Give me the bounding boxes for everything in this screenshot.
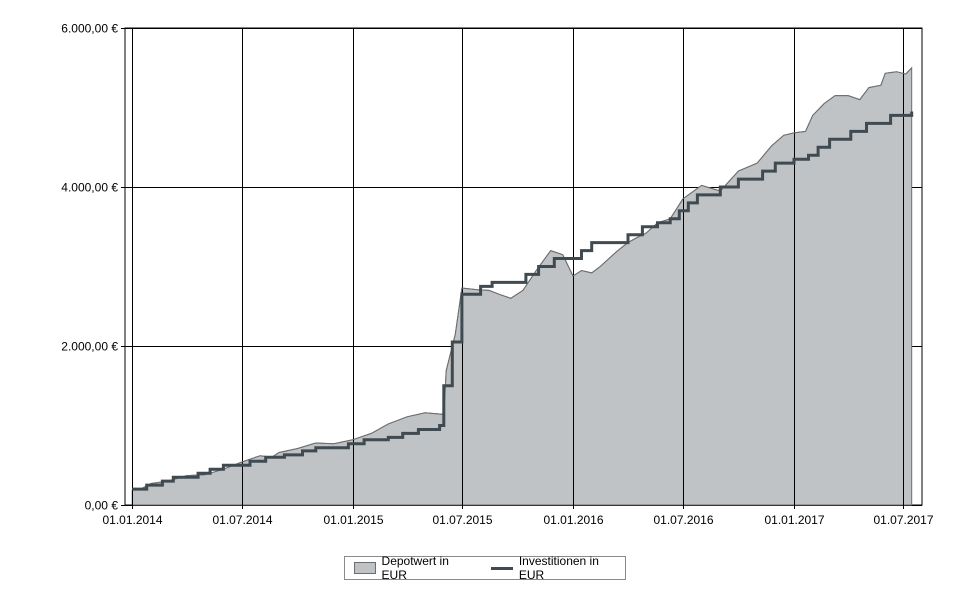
legend-swatch-line <box>491 566 513 570</box>
legend-swatch-area <box>354 562 376 574</box>
depotwert-outline <box>132 67 913 491</box>
y-tick-label: 4.000,00 € <box>61 181 118 195</box>
y-tick-label: 2.000,00 € <box>61 340 118 354</box>
y-tick-label: 0,00 € <box>85 499 119 513</box>
legend-label-depotwert: Depotwert in EUR <box>381 554 449 582</box>
y-tick-label: 6.000,00 € <box>61 22 118 36</box>
x-tick-label: 01.01.2017 <box>764 513 824 527</box>
x-tick-label: 01.01.2015 <box>323 513 383 527</box>
x-tick-label: 01.07.2017 <box>873 513 933 527</box>
x-tick-label: 01.07.2014 <box>212 513 272 527</box>
legend-label-investitionen: Investitionen in EUR <box>518 554 599 582</box>
x-tick-label: 01.07.2015 <box>432 513 492 527</box>
legend-item-depotwert: Depotwert in EUR <box>345 554 475 582</box>
legend: Depotwert in EUR Investitionen in EUR <box>344 554 626 582</box>
legend-item-investitionen: Investitionen in EUR <box>475 554 625 582</box>
x-tick-label: 01.01.2014 <box>102 513 162 527</box>
x-tick-label: 01.01.2016 <box>543 513 603 527</box>
x-tick-label: 01.07.2016 <box>653 513 713 527</box>
investitionen-line <box>132 111 914 491</box>
